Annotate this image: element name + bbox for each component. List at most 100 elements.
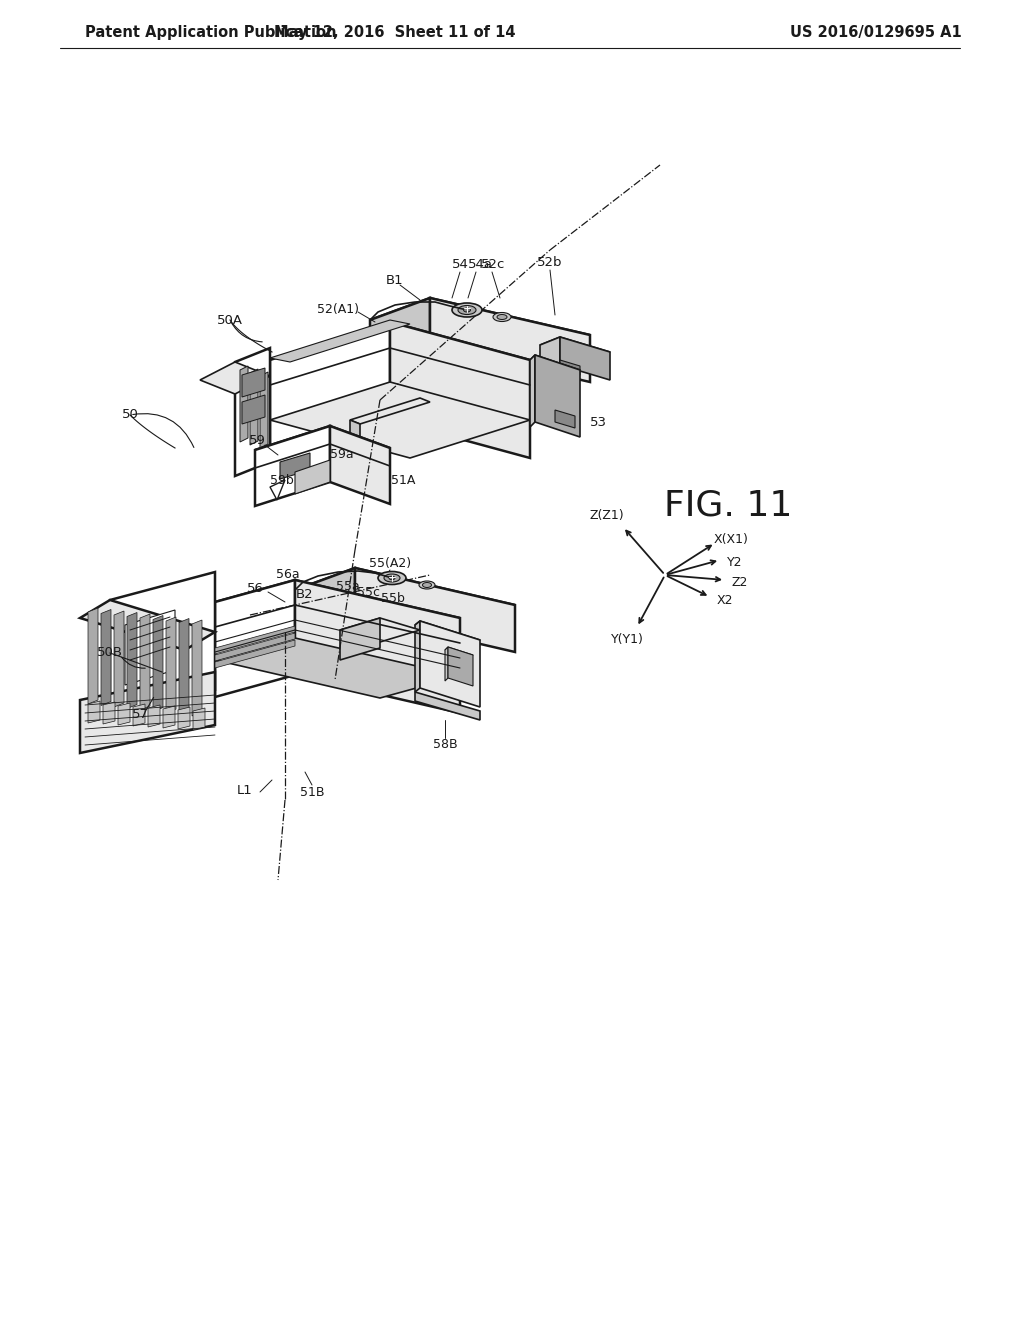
Text: L1: L1 bbox=[238, 784, 253, 796]
Polygon shape bbox=[215, 638, 460, 698]
Text: Y(Y1): Y(Y1) bbox=[610, 634, 643, 647]
Polygon shape bbox=[80, 672, 215, 752]
Ellipse shape bbox=[458, 305, 476, 314]
Ellipse shape bbox=[464, 308, 470, 312]
Polygon shape bbox=[530, 355, 580, 375]
Polygon shape bbox=[295, 568, 355, 638]
Text: Patent Application Publication: Patent Application Publication bbox=[85, 25, 337, 40]
Polygon shape bbox=[193, 620, 202, 715]
Text: 59b: 59b bbox=[270, 474, 294, 487]
Polygon shape bbox=[215, 634, 295, 661]
Polygon shape bbox=[420, 620, 480, 708]
Polygon shape bbox=[179, 619, 189, 714]
Polygon shape bbox=[370, 298, 590, 356]
Ellipse shape bbox=[384, 574, 400, 582]
Polygon shape bbox=[430, 298, 590, 381]
Polygon shape bbox=[330, 426, 390, 504]
Text: X2: X2 bbox=[717, 594, 733, 607]
Text: B1: B1 bbox=[386, 273, 403, 286]
Polygon shape bbox=[270, 322, 390, 458]
Text: 58B: 58B bbox=[433, 738, 458, 751]
Ellipse shape bbox=[452, 304, 482, 317]
Polygon shape bbox=[163, 706, 175, 729]
Text: Z2: Z2 bbox=[732, 577, 749, 590]
Polygon shape bbox=[560, 337, 610, 380]
Polygon shape bbox=[295, 579, 460, 713]
Polygon shape bbox=[133, 704, 145, 726]
Polygon shape bbox=[114, 611, 124, 708]
Polygon shape bbox=[200, 362, 270, 393]
Text: 57: 57 bbox=[131, 709, 148, 722]
Polygon shape bbox=[193, 708, 205, 730]
Text: 50: 50 bbox=[122, 408, 138, 421]
Polygon shape bbox=[242, 395, 265, 424]
Polygon shape bbox=[270, 322, 530, 399]
Polygon shape bbox=[535, 355, 580, 437]
Polygon shape bbox=[101, 610, 111, 705]
Polygon shape bbox=[415, 620, 480, 644]
Text: 51B: 51B bbox=[300, 785, 325, 799]
Polygon shape bbox=[255, 426, 330, 506]
Polygon shape bbox=[295, 459, 330, 494]
Text: FIG. 11: FIG. 11 bbox=[664, 488, 793, 521]
Polygon shape bbox=[88, 701, 100, 723]
Polygon shape bbox=[103, 702, 115, 723]
Polygon shape bbox=[445, 647, 449, 681]
Polygon shape bbox=[215, 626, 295, 653]
Polygon shape bbox=[555, 411, 575, 428]
Polygon shape bbox=[260, 372, 268, 447]
Polygon shape bbox=[240, 366, 248, 442]
Polygon shape bbox=[88, 609, 98, 704]
Polygon shape bbox=[153, 615, 163, 711]
Text: US 2016/0129695 A1: US 2016/0129695 A1 bbox=[790, 25, 962, 40]
Polygon shape bbox=[415, 620, 420, 692]
Polygon shape bbox=[118, 704, 130, 725]
Ellipse shape bbox=[493, 313, 511, 322]
Text: 56: 56 bbox=[247, 582, 263, 594]
Text: 54a: 54a bbox=[468, 259, 493, 272]
Polygon shape bbox=[449, 647, 473, 686]
Text: 52(A1): 52(A1) bbox=[317, 304, 359, 317]
Text: 55(A2): 55(A2) bbox=[369, 557, 411, 570]
Polygon shape bbox=[250, 370, 258, 445]
Polygon shape bbox=[215, 579, 460, 640]
Polygon shape bbox=[140, 614, 150, 710]
Polygon shape bbox=[445, 647, 473, 657]
Polygon shape bbox=[80, 601, 215, 649]
Text: 55a: 55a bbox=[336, 581, 359, 594]
Text: 56a: 56a bbox=[276, 569, 300, 582]
Polygon shape bbox=[110, 572, 215, 718]
Text: X(X1): X(X1) bbox=[714, 532, 749, 545]
Polygon shape bbox=[148, 705, 160, 727]
Polygon shape bbox=[255, 426, 390, 473]
Polygon shape bbox=[215, 579, 295, 697]
Polygon shape bbox=[178, 708, 190, 729]
Text: 55c: 55c bbox=[356, 586, 380, 598]
Ellipse shape bbox=[497, 314, 507, 319]
Text: 52b: 52b bbox=[538, 256, 563, 268]
Polygon shape bbox=[350, 399, 430, 424]
Polygon shape bbox=[270, 319, 410, 362]
Polygon shape bbox=[530, 355, 535, 426]
Ellipse shape bbox=[419, 581, 435, 589]
Polygon shape bbox=[295, 568, 515, 627]
Ellipse shape bbox=[423, 582, 431, 587]
Ellipse shape bbox=[389, 577, 395, 579]
Polygon shape bbox=[127, 612, 137, 709]
Polygon shape bbox=[125, 610, 175, 685]
Text: B2: B2 bbox=[296, 589, 313, 602]
Ellipse shape bbox=[378, 572, 406, 585]
Text: 59: 59 bbox=[249, 433, 265, 446]
Polygon shape bbox=[355, 568, 515, 652]
Text: 59a: 59a bbox=[330, 449, 354, 462]
Text: 53: 53 bbox=[590, 416, 607, 429]
Polygon shape bbox=[242, 368, 265, 397]
Text: Z(Z1): Z(Z1) bbox=[590, 508, 625, 521]
Polygon shape bbox=[280, 453, 310, 479]
Polygon shape bbox=[390, 322, 530, 458]
Text: Y2: Y2 bbox=[727, 556, 742, 569]
Polygon shape bbox=[540, 337, 610, 360]
Polygon shape bbox=[560, 360, 580, 375]
Polygon shape bbox=[166, 616, 176, 713]
Polygon shape bbox=[350, 420, 360, 450]
